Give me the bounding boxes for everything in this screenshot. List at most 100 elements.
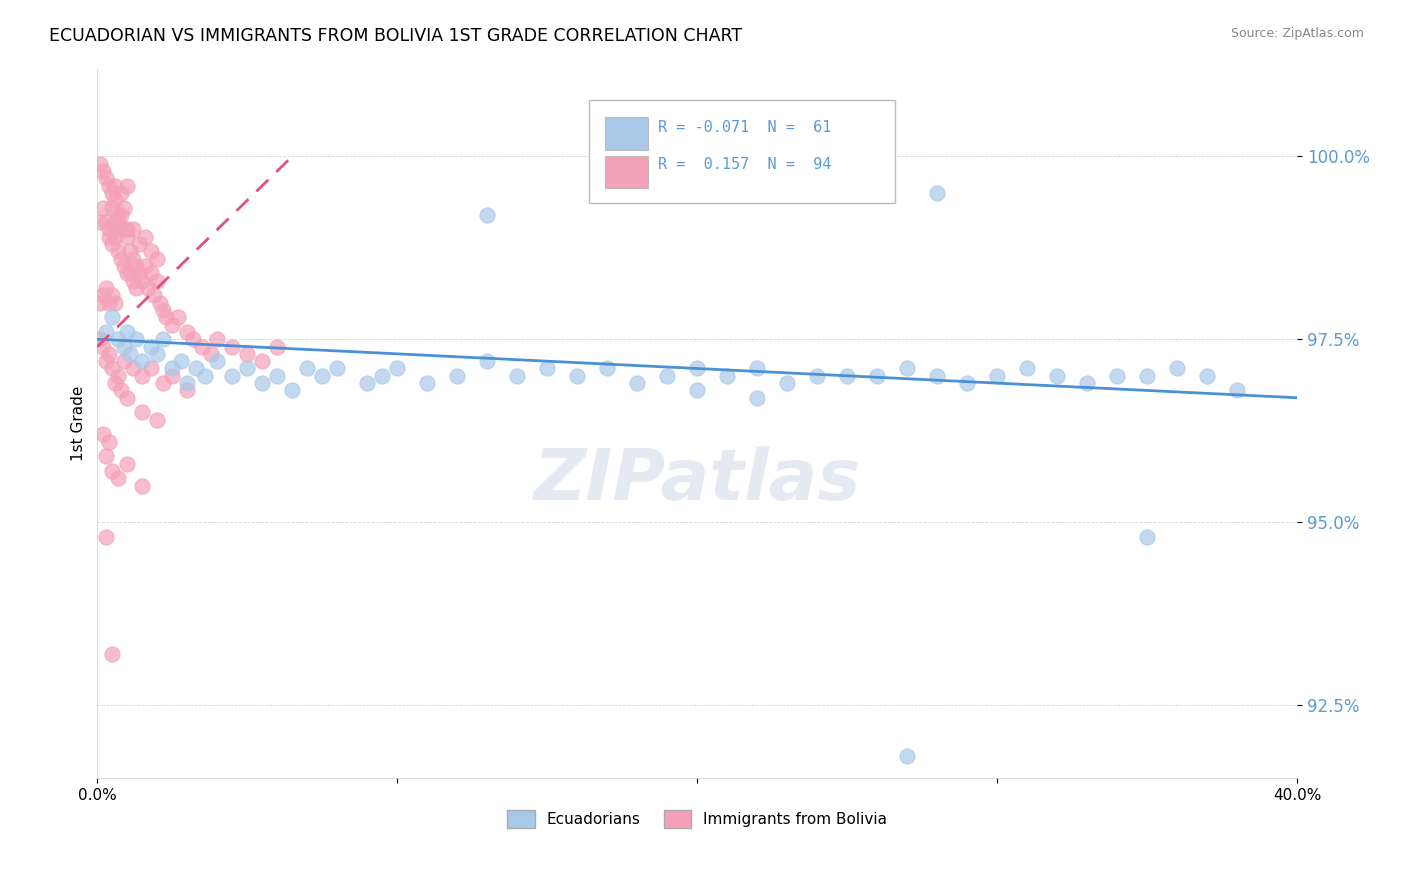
Point <box>387 361 409 376</box>
Point <box>194 368 217 383</box>
Point <box>101 647 124 661</box>
Point <box>200 347 222 361</box>
Point <box>93 340 115 354</box>
Point <box>117 178 139 193</box>
Point <box>96 530 118 544</box>
Point <box>596 361 619 376</box>
Point <box>477 208 499 222</box>
Point <box>101 464 124 478</box>
Point <box>93 164 115 178</box>
Point <box>131 354 153 368</box>
Point <box>221 368 243 383</box>
Point <box>120 266 142 280</box>
Point <box>162 318 184 332</box>
Point <box>104 376 127 391</box>
Text: R =  0.157  N =  94: R = 0.157 N = 94 <box>658 157 831 172</box>
Point <box>1046 368 1069 383</box>
Point <box>93 201 115 215</box>
Point <box>776 376 799 391</box>
Point <box>101 201 124 215</box>
Point <box>866 368 889 383</box>
Point <box>112 222 135 236</box>
Point <box>236 347 259 361</box>
Point <box>236 361 259 376</box>
Point <box>207 332 229 346</box>
Point <box>141 266 163 280</box>
Point <box>152 302 174 317</box>
Point <box>93 288 115 302</box>
Point <box>1076 376 1098 391</box>
Point <box>927 186 949 200</box>
Point <box>101 361 124 376</box>
Text: ZIPatlas: ZIPatlas <box>534 446 860 515</box>
Point <box>326 361 349 376</box>
Point <box>155 310 177 325</box>
Point <box>191 340 214 354</box>
Text: R = -0.071  N =  61: R = -0.071 N = 61 <box>658 120 831 135</box>
Point <box>986 368 1008 383</box>
Text: ECUADORIAN VS IMMIGRANTS FROM BOLIVIA 1ST GRADE CORRELATION CHART: ECUADORIAN VS IMMIGRANTS FROM BOLIVIA 1S… <box>49 27 742 45</box>
Point <box>107 208 129 222</box>
Point <box>104 229 127 244</box>
Point <box>101 237 124 252</box>
Point <box>141 340 163 354</box>
Point <box>117 222 139 236</box>
Point <box>117 266 139 280</box>
Point <box>125 259 148 273</box>
Point <box>1166 361 1188 376</box>
Point <box>122 252 145 266</box>
Point <box>117 229 139 244</box>
Point <box>122 274 145 288</box>
Point <box>101 288 124 302</box>
Point <box>98 229 121 244</box>
Point <box>657 368 679 383</box>
Point <box>98 178 121 193</box>
Point <box>266 340 288 354</box>
Point <box>281 384 304 398</box>
Point <box>252 354 274 368</box>
Point <box>837 368 859 383</box>
Point <box>96 281 118 295</box>
Point <box>117 457 139 471</box>
Point <box>110 384 132 398</box>
Point <box>98 295 121 310</box>
Point <box>112 354 135 368</box>
Point <box>141 361 163 376</box>
Point <box>896 749 918 764</box>
Point <box>221 340 243 354</box>
Point <box>134 229 156 244</box>
Legend: Ecuadorians, Immigrants from Bolivia: Ecuadorians, Immigrants from Bolivia <box>501 804 893 834</box>
Point <box>101 310 124 325</box>
Point <box>927 368 949 383</box>
Point <box>101 186 124 200</box>
Point <box>162 368 184 383</box>
Point <box>311 368 333 383</box>
Point <box>120 244 142 259</box>
Point <box>122 361 145 376</box>
Point <box>89 156 111 170</box>
Point <box>98 347 121 361</box>
Point <box>112 201 135 215</box>
Point <box>146 413 169 427</box>
Text: Source: ZipAtlas.com: Source: ZipAtlas.com <box>1230 27 1364 40</box>
Point <box>1136 368 1159 383</box>
Point <box>152 332 174 346</box>
Point <box>104 178 127 193</box>
Point <box>167 310 190 325</box>
Point <box>89 215 111 229</box>
Point <box>207 354 229 368</box>
Point <box>134 259 156 273</box>
Point <box>89 332 111 346</box>
Point <box>626 376 648 391</box>
Point <box>1197 368 1219 383</box>
Point <box>686 384 709 398</box>
Point <box>186 361 208 376</box>
Point <box>141 244 163 259</box>
Point <box>252 376 274 391</box>
Point <box>131 405 153 419</box>
Point <box>477 354 499 368</box>
Point <box>104 193 127 207</box>
Point <box>112 259 135 273</box>
Point <box>747 391 769 405</box>
Point <box>686 361 709 376</box>
